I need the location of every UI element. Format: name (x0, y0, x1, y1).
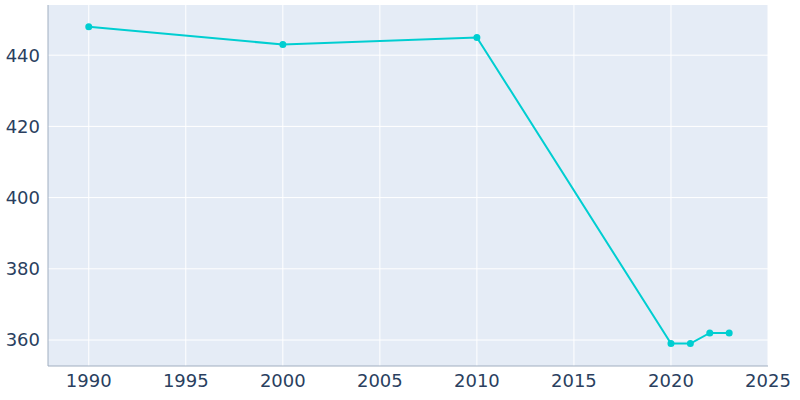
svg-text:420: 420 (8, 116, 40, 137)
svg-text:380: 380 (8, 258, 40, 279)
svg-text:360: 360 (8, 329, 40, 350)
svg-text:2000: 2000 (260, 370, 306, 391)
svg-text:2025: 2025 (745, 370, 791, 391)
svg-text:1990: 1990 (66, 370, 112, 391)
svg-text:2005: 2005 (357, 370, 403, 391)
svg-text:440: 440 (8, 45, 40, 66)
svg-text:400: 400 (8, 187, 40, 208)
svg-text:2015: 2015 (551, 370, 597, 391)
svg-text:2010: 2010 (454, 370, 500, 391)
svg-text:1995: 1995 (163, 370, 209, 391)
svg-text:2020: 2020 (648, 370, 694, 391)
